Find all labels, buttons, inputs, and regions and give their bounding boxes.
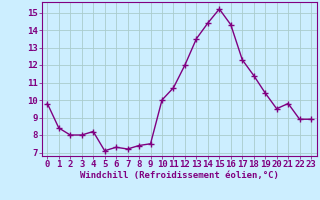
X-axis label: Windchill (Refroidissement éolien,°C): Windchill (Refroidissement éolien,°C) xyxy=(80,171,279,180)
